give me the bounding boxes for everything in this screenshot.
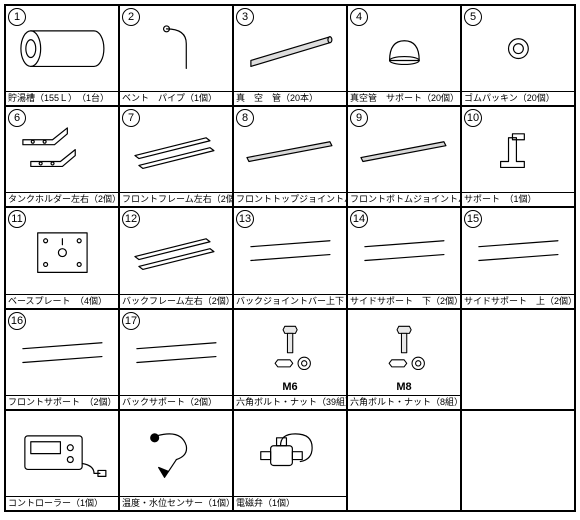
parts-cell: 3 真 空 管（20本） bbox=[233, 5, 347, 106]
parts-cell: 16 フロントサポート （2個） bbox=[5, 309, 119, 410]
parts-cell bbox=[347, 410, 461, 511]
parts-cell: 電磁弁（1個） bbox=[233, 410, 347, 511]
parts-cell: M6 六角ボルト・ナット（39組） bbox=[233, 309, 347, 410]
part-number-badge: 3 bbox=[236, 8, 254, 26]
parts-cell: 1 貯湯槽（155Ｌ） （1台） bbox=[5, 5, 119, 106]
part-sublabel: M6 bbox=[234, 381, 346, 393]
part-label: ベント パイプ（1個） bbox=[120, 91, 232, 105]
part-label: 電磁弁（1個） bbox=[234, 496, 346, 510]
parts-cell: M8 六角ボルト・ナット（8組） bbox=[347, 309, 461, 410]
part-number-badge: 16 bbox=[8, 312, 26, 330]
part-sublabel: M8 bbox=[348, 381, 460, 393]
part-label: ベースプレート （4個） bbox=[6, 294, 118, 308]
part-label: バックジョイントバー上下（2個） bbox=[234, 294, 346, 308]
parts-cell bbox=[461, 309, 575, 410]
part-number-badge: 4 bbox=[350, 8, 368, 26]
part-label: 六角ボルト・ナット（39組） bbox=[234, 395, 346, 409]
part-label: コントローラー（1個） bbox=[6, 496, 118, 510]
part-number-badge: 1 bbox=[8, 8, 26, 26]
part-label: サポート （1個） bbox=[462, 192, 574, 206]
part-label: 六角ボルト・ナット（8組） bbox=[348, 395, 460, 409]
part-label: サイドサポート 下（2個） bbox=[348, 294, 460, 308]
part-number-badge: 2 bbox=[122, 8, 140, 26]
controller-icon bbox=[6, 411, 118, 496]
part-label: タンクホルダー左右（2個） bbox=[6, 192, 118, 206]
part-label: サイドサポート 上（2個） bbox=[462, 294, 574, 308]
part-number-badge: 17 bbox=[122, 312, 140, 330]
part-label: 真 空 管（20本） bbox=[234, 91, 346, 105]
parts-cell: 7フロントフレーム左右（2個） bbox=[119, 106, 233, 207]
parts-cell: 4 真空管 サポート（20個） bbox=[347, 5, 461, 106]
parts-cell: 11ベースプレート （4個） bbox=[5, 207, 119, 308]
part-label: 貯湯槽（155Ｌ） （1台） bbox=[6, 91, 118, 105]
parts-cell: 温度・水位センサー（1個） bbox=[119, 410, 233, 511]
parts-cell: 10サポート （1個） bbox=[461, 106, 575, 207]
part-label: フロントサポート （2個） bbox=[6, 395, 118, 409]
parts-cell: 17 バックサポート（2個） bbox=[119, 309, 233, 410]
part-label: フロントトップジョイントバー（1個） bbox=[234, 192, 346, 206]
part-label: 温度・水位センサー（1個） bbox=[120, 496, 232, 510]
parts-cell: コントローラー（1個） bbox=[5, 410, 119, 511]
sensor-icon bbox=[120, 411, 232, 496]
parts-cell: 6タンクホルダー左右（2個） bbox=[5, 106, 119, 207]
part-label: フロントボトムジョイントバー（1個） bbox=[348, 192, 460, 206]
part-label: フロントフレーム左右（2個） bbox=[120, 192, 232, 206]
part-label: 真空管 サポート（20個） bbox=[348, 91, 460, 105]
valve-icon bbox=[234, 411, 346, 496]
parts-cell bbox=[461, 410, 575, 511]
part-label: バックサポート（2個） bbox=[120, 395, 232, 409]
parts-cell: 8フロントトップジョイントバー（1個） bbox=[233, 106, 347, 207]
part-label: バックフレーム左右（2個） bbox=[120, 294, 232, 308]
part-label: ゴムパッキン（20個） bbox=[462, 91, 574, 105]
part-number-badge: 5 bbox=[464, 8, 482, 26]
parts-cell: 5 ゴムパッキン（20個） bbox=[461, 5, 575, 106]
parts-cell: 14サイドサポート 下（2個） bbox=[347, 207, 461, 308]
parts-grid: 1 貯湯槽（155Ｌ） （1台） 2 ベント パイプ（1個） 3 真 空 管（20本） 4 真… bbox=[4, 4, 576, 512]
parts-cell: 2 ベント パイプ（1個） bbox=[119, 5, 233, 106]
parts-cell: 9フロントボトムジョイントバー（1個） bbox=[347, 106, 461, 207]
parts-cell: 15サイドサポート 上（2個） bbox=[461, 207, 575, 308]
parts-cell: 13バックジョイントバー上下（2個） bbox=[233, 207, 347, 308]
parts-cell: 12バックフレーム左右（2個） bbox=[119, 207, 233, 308]
